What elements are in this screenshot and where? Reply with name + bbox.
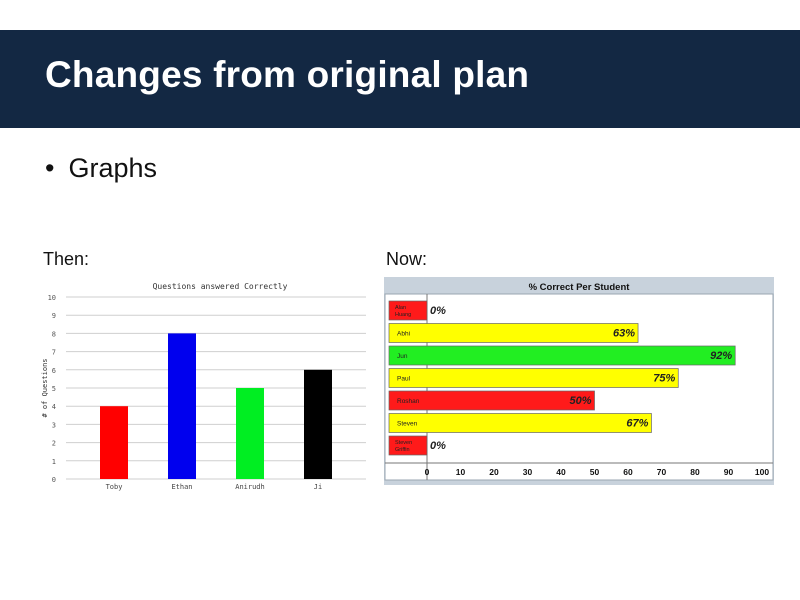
- then-y-tick-label: 5: [52, 385, 56, 393]
- now-category-label: Roshan: [397, 398, 420, 405]
- slide-title: Changes from original plan: [45, 54, 530, 95]
- then-chart-title: Questions answered Correctly: [153, 282, 288, 291]
- then-label: Then:: [43, 249, 90, 269]
- now-bar: [388, 413, 652, 433]
- then-bar: [168, 333, 196, 479]
- then-y-tick-label: 6: [52, 367, 56, 375]
- now-x-tick-label: 40: [556, 467, 566, 477]
- now-x-tick-label: 10: [456, 467, 466, 477]
- now-x-tick-label: 20: [489, 467, 499, 477]
- now-chart-title: % Correct Per Student: [529, 282, 631, 293]
- then-y-tick-label: 9: [52, 312, 56, 320]
- now-bar: [388, 323, 639, 343]
- now-label: Now:: [386, 249, 428, 269]
- then-bar: [100, 406, 128, 479]
- then-y-tick-label: 8: [52, 330, 56, 338]
- then-x-tick-label: Ji: [314, 483, 322, 491]
- title-bar: [0, 30, 800, 128]
- then-bar: [304, 369, 332, 479]
- now-x-tick-label: 100: [755, 467, 769, 477]
- bullet-item: • Graphs: [45, 153, 157, 184]
- now-bar: [388, 345, 736, 366]
- bullet-text: Graphs: [68, 153, 157, 183]
- now-x-tick-label: 0: [425, 467, 430, 477]
- then-chart-svg: Questions answered Correctly 0 1 2 3 4 5 6 7 8 9 10…: [41, 282, 366, 491]
- bullet-dot-icon: •: [45, 153, 55, 183]
- then-y-tick-label: 10: [48, 294, 56, 302]
- now-data-label: 50%: [569, 395, 591, 407]
- then-chart: Questions answered Correctly 0 1 2 3 4 5 6 7 8 9 10…: [38, 278, 370, 499]
- then-y-tick-label: 7: [52, 349, 56, 357]
- then-y-tick-label: 0: [52, 476, 56, 484]
- now-category-label: Steven: [397, 421, 418, 428]
- now-x-tick-label: 50: [590, 467, 600, 477]
- now-category-label: Steven Griffin: [395, 440, 412, 453]
- then-y-tick-label: 1: [52, 458, 56, 466]
- now-x-tick-label: 30: [523, 467, 533, 477]
- now-data-label: 75%: [653, 373, 675, 385]
- then-x-tick-label: Ethan: [171, 483, 192, 491]
- now-x-tick-label: 70: [657, 467, 667, 477]
- now-chart: % Correct Per Student 0 10 20 30 40 50 60 70 80 90…: [384, 277, 776, 492]
- now-category-label: Jun: [397, 353, 408, 360]
- now-x-tick-label: 90: [724, 467, 734, 477]
- then-y-tick-label: 3: [52, 421, 56, 429]
- now-bar: [388, 300, 428, 321]
- then-y-axis-label: # of Questions: [41, 358, 49, 417]
- now-data-label: 0%: [430, 305, 446, 317]
- then-y-tick-label: 2: [52, 440, 56, 448]
- now-bar: [388, 368, 679, 388]
- now-data-label: 92%: [710, 350, 732, 362]
- now-bar: [388, 390, 595, 411]
- now-data-label: 63%: [613, 328, 635, 340]
- now-x-tick-label: 60: [623, 467, 633, 477]
- then-y-tick-label: 4: [52, 403, 56, 411]
- now-data-label: 0%: [430, 440, 446, 452]
- now-data-label: 67%: [626, 418, 648, 430]
- now-bar: [388, 435, 428, 456]
- now-chart-svg: % Correct Per Student 0 10 20 30 40 50 60 70 80 90…: [384, 277, 774, 485]
- now-x-tick-label: 80: [690, 467, 700, 477]
- now-category-label: Abhi: [397, 331, 410, 338]
- now-category-label: Alan Huang: [395, 305, 411, 318]
- then-bar: [236, 388, 264, 479]
- then-x-tick-label: Anirudh: [235, 483, 265, 491]
- now-category-label: Paul: [397, 376, 411, 383]
- then-x-tick-label: Toby: [106, 483, 123, 491]
